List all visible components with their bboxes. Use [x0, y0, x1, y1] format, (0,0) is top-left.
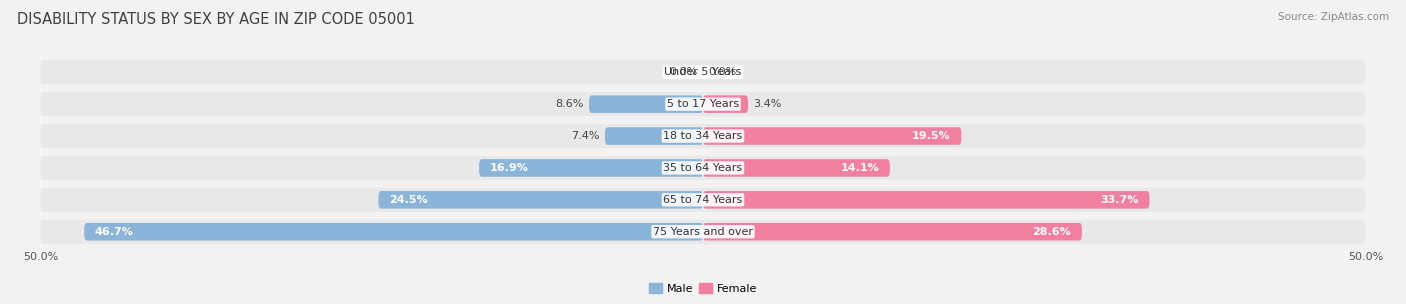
FancyBboxPatch shape [703, 223, 1083, 240]
FancyBboxPatch shape [703, 127, 962, 145]
FancyBboxPatch shape [479, 159, 703, 177]
Text: 19.5%: 19.5% [912, 131, 950, 141]
Text: 0.0%: 0.0% [669, 67, 697, 77]
Text: 16.9%: 16.9% [489, 163, 529, 173]
Text: DISABILITY STATUS BY SEX BY AGE IN ZIP CODE 05001: DISABILITY STATUS BY SEX BY AGE IN ZIP C… [17, 12, 415, 27]
FancyBboxPatch shape [41, 220, 1365, 244]
Text: 75 Years and over: 75 Years and over [652, 227, 754, 237]
Text: 3.4%: 3.4% [754, 99, 782, 109]
Text: 28.6%: 28.6% [1032, 227, 1071, 237]
Text: Under 5 Years: Under 5 Years [665, 67, 741, 77]
Text: 24.5%: 24.5% [389, 195, 427, 205]
Text: 14.1%: 14.1% [841, 163, 879, 173]
Text: Source: ZipAtlas.com: Source: ZipAtlas.com [1278, 12, 1389, 22]
FancyBboxPatch shape [378, 191, 703, 209]
FancyBboxPatch shape [41, 92, 1365, 116]
Legend: Male, Female: Male, Female [644, 279, 762, 298]
FancyBboxPatch shape [41, 60, 1365, 84]
Text: 8.6%: 8.6% [555, 99, 583, 109]
FancyBboxPatch shape [703, 95, 748, 113]
FancyBboxPatch shape [41, 156, 1365, 180]
FancyBboxPatch shape [703, 191, 1150, 209]
Text: 65 to 74 Years: 65 to 74 Years [664, 195, 742, 205]
Text: 33.7%: 33.7% [1101, 195, 1139, 205]
Text: 18 to 34 Years: 18 to 34 Years [664, 131, 742, 141]
Text: 0.0%: 0.0% [709, 67, 737, 77]
Text: 35 to 64 Years: 35 to 64 Years [664, 163, 742, 173]
Text: 46.7%: 46.7% [94, 227, 134, 237]
FancyBboxPatch shape [589, 95, 703, 113]
FancyBboxPatch shape [605, 127, 703, 145]
Text: 5 to 17 Years: 5 to 17 Years [666, 99, 740, 109]
FancyBboxPatch shape [41, 188, 1365, 212]
FancyBboxPatch shape [703, 159, 890, 177]
FancyBboxPatch shape [41, 124, 1365, 148]
Text: 7.4%: 7.4% [571, 131, 599, 141]
FancyBboxPatch shape [84, 223, 703, 240]
